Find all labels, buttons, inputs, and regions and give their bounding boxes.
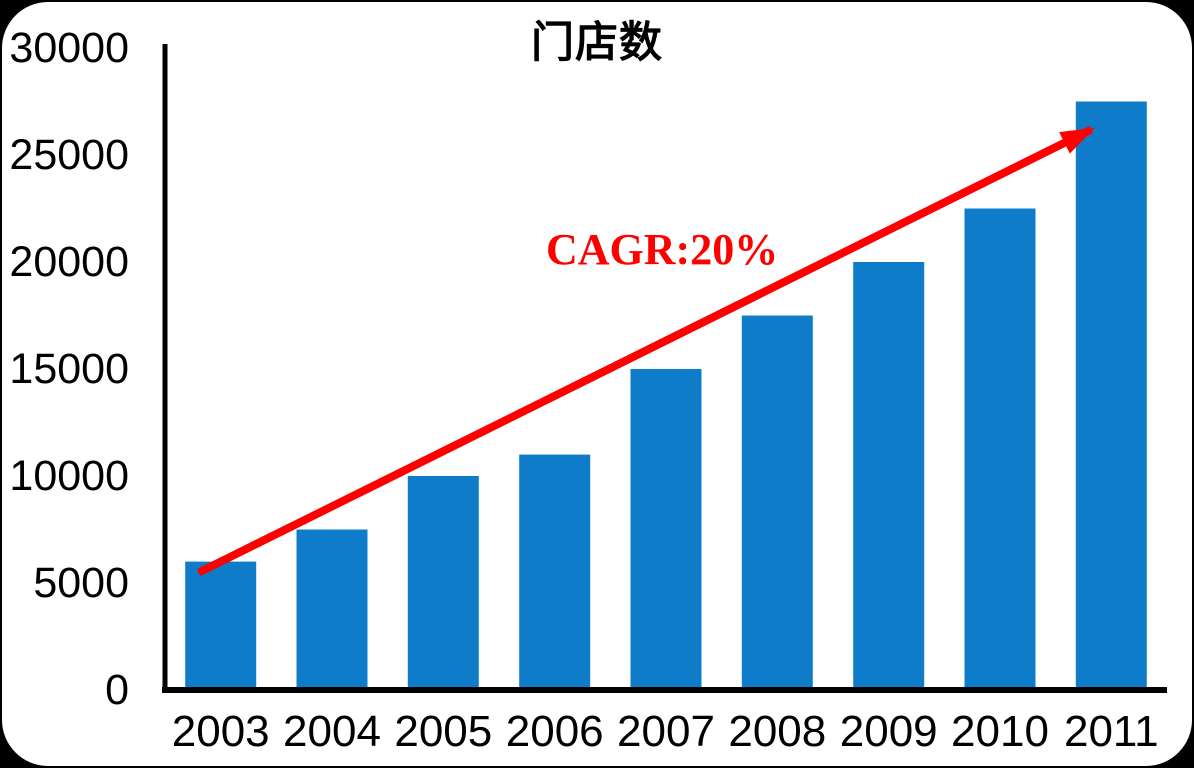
- bar-2003: [185, 561, 257, 690]
- bar-2005: [407, 476, 479, 690]
- bar-2006: [519, 454, 591, 690]
- x-category-label-2005: 2005: [394, 707, 492, 756]
- bar-2011: [1075, 101, 1147, 690]
- y-tick-label-5000: 5000: [33, 559, 129, 607]
- x-category-label-2008: 2008: [728, 707, 826, 756]
- x-category-label-2007: 2007: [617, 707, 715, 756]
- y-axis-tick-labels: 0 5000 10000 15000 20000 25000 30000: [9, 24, 129, 714]
- y-tick-label-25000: 25000: [9, 131, 129, 179]
- chart-title: 门店数: [531, 19, 663, 67]
- bar-2004: [296, 529, 368, 690]
- bars-group: [185, 101, 1147, 690]
- x-category-label-2010: 2010: [951, 707, 1049, 756]
- x-axis-category-labels: 2003 2004 2005 2006 2007 2008 2009 2010 2011: [172, 707, 1159, 756]
- x-category-label-2006: 2006: [506, 707, 604, 756]
- y-tick-label-30000: 30000: [9, 24, 129, 72]
- x-category-label-2011: 2011: [1064, 707, 1159, 756]
- trend-arrow-group: [196, 125, 1095, 577]
- x-category-label-2003: 2003: [172, 707, 270, 756]
- cagr-trend-arrow: [196, 125, 1095, 577]
- y-tick-label-15000: 15000: [9, 345, 129, 393]
- y-tick-label-10000: 10000: [9, 452, 129, 500]
- bar-2008: [741, 315, 813, 690]
- bar-2009: [853, 262, 925, 690]
- y-tick-label-20000: 20000: [9, 238, 129, 286]
- x-category-label-2009: 2009: [840, 707, 938, 756]
- y-tick-label-0: 0: [105, 666, 129, 714]
- bar-2010: [964, 208, 1036, 690]
- axes-group: [162, 44, 1167, 693]
- x-category-label-2004: 2004: [283, 707, 381, 756]
- bar-2007: [630, 369, 702, 690]
- cagr-annotation: CAGR:20%: [546, 225, 779, 274]
